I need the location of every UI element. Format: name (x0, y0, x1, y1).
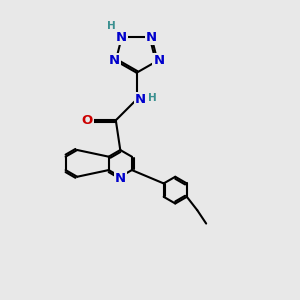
Text: H: H (148, 93, 157, 103)
Text: N: N (153, 54, 164, 67)
Text: N: N (109, 54, 120, 67)
Text: O: O (81, 114, 93, 127)
Text: N: N (116, 31, 127, 44)
Text: N: N (115, 172, 126, 185)
Text: N: N (135, 93, 146, 106)
Text: H: H (107, 21, 116, 31)
Text: N: N (146, 31, 157, 44)
